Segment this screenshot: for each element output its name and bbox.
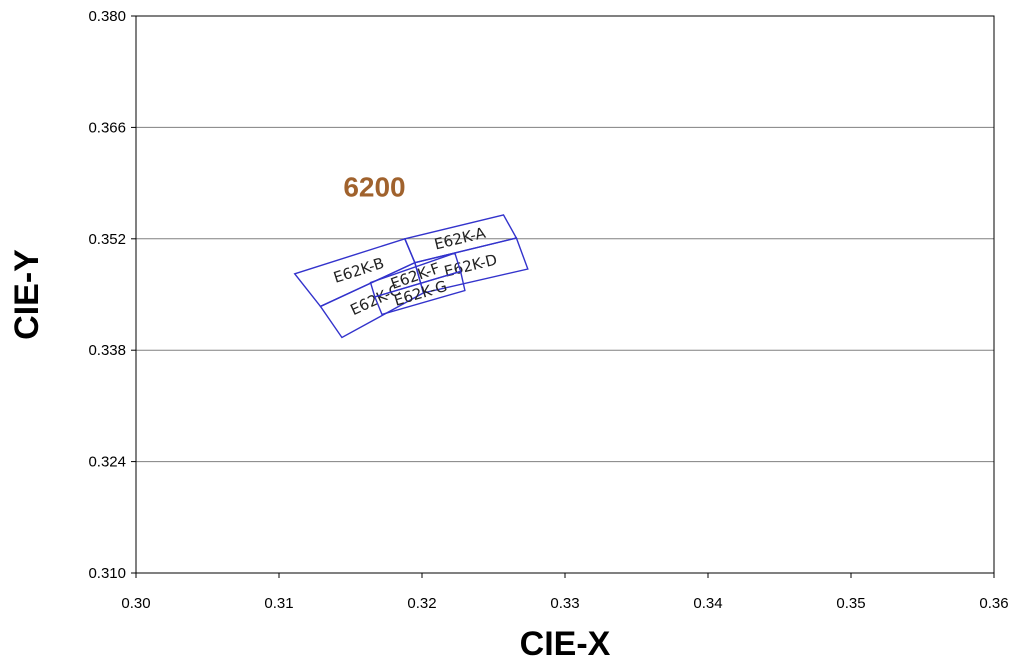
x-axis-title: CIE-X xyxy=(520,625,611,661)
x-tick-label: 0.30 xyxy=(121,595,150,612)
x-tick-labels: 0.30 0.31 0.32 0.33 0.34 0.35 0.36 xyxy=(121,573,1009,612)
y-tick-label: 0.380 xyxy=(88,8,126,25)
x-tick-label: 0.35 xyxy=(836,595,865,612)
y-tick-label: 0.310 xyxy=(88,565,126,582)
bin-label-e62k-a: E62K-A xyxy=(432,224,488,254)
plot-area-frame xyxy=(135,15,995,574)
gridlines xyxy=(136,126,994,463)
bin-e62k-g xyxy=(373,270,466,316)
y-axis-title: CIE-Y xyxy=(8,249,46,340)
y-tick-label: 0.338 xyxy=(88,342,126,359)
x-tick-label: 0.33 xyxy=(550,595,579,612)
x-tick-label: 0.31 xyxy=(264,595,293,612)
cct-annotation: 6200 xyxy=(343,171,405,202)
x-tick-label: 0.32 xyxy=(407,595,436,612)
x-tick-label: 0.36 xyxy=(979,595,1008,612)
x-tick-label: 0.34 xyxy=(693,595,722,612)
y-tick-labels: 0.310 0.324 0.338 0.352 0.366 0.380 xyxy=(88,8,136,582)
y-tick-label: 0.352 xyxy=(88,231,126,248)
y-tick-label: 0.324 xyxy=(88,454,126,471)
y-tick-label: 0.366 xyxy=(88,119,126,136)
